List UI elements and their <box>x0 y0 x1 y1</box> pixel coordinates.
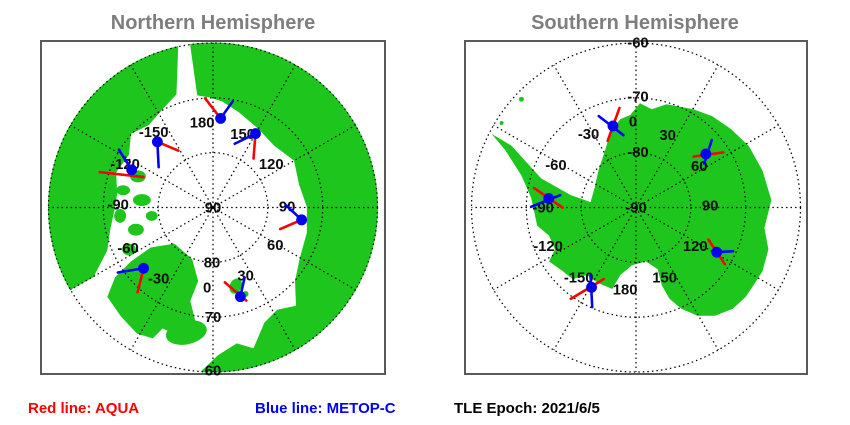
graticule-label: -90 <box>107 197 128 213</box>
graticule-label: 150 <box>652 270 677 286</box>
graticule-label: -60 <box>627 35 648 51</box>
meridian-line <box>212 206 356 291</box>
graticule-label: 90 <box>702 198 718 214</box>
sno-point-marker <box>607 120 619 132</box>
land-north-america-rim <box>47 44 179 291</box>
graticule-label: 120 <box>683 239 708 255</box>
legend-metop-blue-line: Blue line: METOP-C <box>255 400 396 417</box>
meridian-line <box>70 206 214 291</box>
sno-point-marker <box>234 291 246 303</box>
meridian-line <box>130 207 214 351</box>
south-satellite-markers <box>529 106 735 309</box>
sno-point-marker <box>215 112 227 124</box>
graticule-label: 30 <box>237 269 253 285</box>
graticule-label: -30 <box>578 127 599 143</box>
north-satellite-markers <box>98 97 308 303</box>
sno-point-marker <box>296 214 308 226</box>
land-eurasia-rim <box>189 42 379 373</box>
south-map-canvas: -60-70-80-900306090120150180-150-120-90-… <box>470 35 802 373</box>
graticule-label: -60 <box>545 158 566 174</box>
graticule-label: 70 <box>205 310 221 326</box>
tle-epoch-label: TLE Epoch: 2021/6/5 <box>454 400 600 417</box>
land-arctic-island <box>122 243 136 256</box>
meridian-line <box>212 207 296 351</box>
graticule-label: -30 <box>148 271 169 287</box>
graticule-label: -70 <box>627 90 648 106</box>
sno-point-marker <box>586 281 597 293</box>
meridian-line <box>635 206 779 291</box>
graticule-label: 180 <box>190 115 215 131</box>
sno-point-marker <box>138 262 149 274</box>
graticule-label: 60 <box>267 238 283 254</box>
south-hemisphere-map: -60 -70 -80 -90 0 30 60 90 120 150 180 -150 -120 -90-… <box>464 35 808 375</box>
land-island <box>518 96 524 102</box>
graticule-label: 150 <box>230 127 255 143</box>
sno-point-marker <box>126 164 138 176</box>
graticule-label: 80 <box>204 256 220 272</box>
south-grid-labels: -60-70-80-900306090120150180-150-120-90-… <box>532 35 718 298</box>
south-hemisphere-title: Southern Hemisphere <box>531 12 739 34</box>
graticule-label: 0 <box>629 114 637 130</box>
graticule-label: -60 <box>117 241 138 257</box>
land-arctic-island <box>145 210 158 221</box>
land-island <box>499 121 504 125</box>
north-landmass <box>47 42 379 373</box>
meridian-line <box>130 64 214 208</box>
north-hemisphere-title: Northern Hemisphere <box>110 12 316 34</box>
meridian-line <box>493 124 637 209</box>
land-greenland <box>107 243 199 339</box>
meridian-line <box>635 207 719 351</box>
north-hemisphere-map: 180-150150-120120-909090-606080-30300706… <box>40 40 386 379</box>
graticule-label: 120 <box>259 157 284 173</box>
land-iceland <box>165 320 207 345</box>
graticule-label: -90 <box>625 200 646 216</box>
graticule-label: 0 <box>203 280 211 296</box>
graticule-label: 90 <box>205 200 221 216</box>
legend-aqua-red-line: Red line: AQUA <box>28 400 140 417</box>
sno-point-marker <box>151 136 163 148</box>
sno-point-marker <box>711 246 723 258</box>
meridian-line <box>635 124 779 209</box>
graticule-label: 180 <box>613 282 638 298</box>
aqua-track-line <box>98 170 145 179</box>
sno-point-marker <box>543 192 555 204</box>
graticule-label: -80 <box>627 145 648 161</box>
land-arctic-island <box>128 223 144 236</box>
graticule-label: -150 <box>139 125 169 141</box>
meridian-line <box>553 207 637 351</box>
meridian-line <box>493 206 637 291</box>
land-arctic-island <box>138 255 155 266</box>
meridian-line <box>553 64 637 208</box>
north-graticule <box>47 42 379 373</box>
land-arctic-island <box>116 185 131 196</box>
meridian-line <box>212 124 356 209</box>
sno-point-marker <box>700 148 712 160</box>
land-arctic-island <box>114 208 127 223</box>
graticule-label: -150 <box>564 270 594 286</box>
meridian-line <box>70 124 214 209</box>
land-arctic-island <box>132 194 151 207</box>
graticule-label: 60 <box>205 363 221 379</box>
meridian-line <box>635 64 719 208</box>
graticule-label: -120 <box>533 239 563 255</box>
sno-point-marker <box>250 128 261 140</box>
graticule-label: 30 <box>659 128 675 144</box>
north-map-canvas: 180-150150-120120-909090-606080-30300706… <box>47 42 379 379</box>
